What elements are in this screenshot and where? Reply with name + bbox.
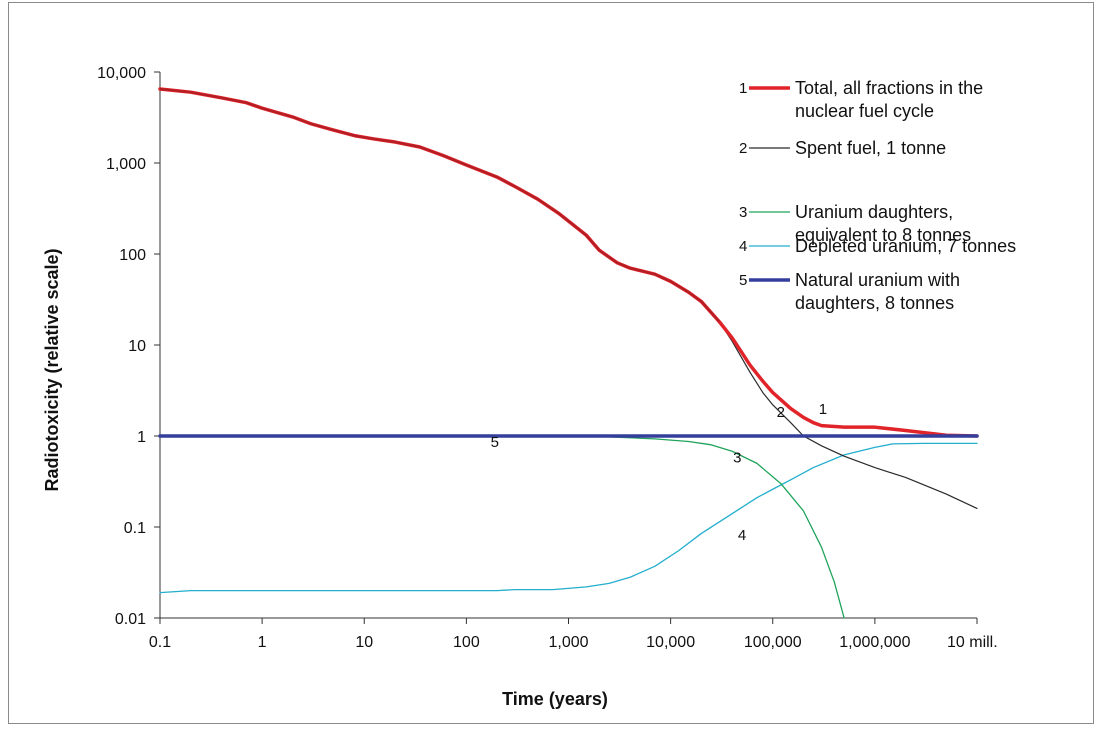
curve-label-3: 3	[733, 450, 741, 467]
legend-label-3: Uranium daughters,	[795, 202, 953, 222]
curve-label-4: 4	[738, 527, 746, 544]
curve-label-5: 5	[491, 434, 499, 451]
x-tick-label: 0.1	[149, 634, 171, 651]
legend-number-3: 3	[739, 204, 747, 221]
y-tick-label: 0.1	[124, 520, 146, 537]
x-tick-label: 10 mill.	[947, 634, 998, 651]
x-ticks: 0.1 1 10 100 1,000 10,000 100,000 1,000,000 10 m…	[149, 618, 998, 651]
y-tick-label: 0.01	[115, 611, 146, 628]
x-tick-label: 10,000	[646, 634, 695, 651]
y-tick-label: 100	[119, 247, 146, 264]
legend-number-2: 2	[739, 140, 747, 157]
y-axis-title: Radiotoxicity (relative scale)	[42, 248, 62, 491]
legend-label-1: Total, all fractions in the	[795, 78, 983, 98]
y-tick-label: 10	[128, 338, 146, 355]
legend-number-4: 4	[739, 238, 747, 255]
series-line-4	[159, 442, 978, 594]
legend-label-3: equivalent to 8 tonnes	[795, 225, 971, 245]
y-tick-label: 10,000	[97, 65, 146, 82]
x-tick-label: 1	[258, 634, 267, 651]
y-tick-label: 1,000	[106, 156, 146, 173]
x-tick-label: 1,000,000	[839, 634, 910, 651]
x-tick-label: 100,000	[744, 634, 802, 651]
curve-labels: 1 2 3 4 5	[491, 401, 827, 544]
y-tick-label: 1	[137, 429, 146, 446]
series-lines	[158, 87, 979, 619]
series-line-1-overlap	[159, 88, 721, 323]
x-tick-label: 1,000	[548, 634, 588, 651]
y-ticks: 0.01 0.1 1 10 100 1,000 10,000	[97, 65, 160, 628]
x-tick-label: 100	[453, 634, 480, 651]
legend-number-5: 5	[739, 272, 747, 289]
legend: 1 Total, all fractions in the nuclear fuel…	[739, 78, 1016, 313]
legend-label-5: daughters, 8 tonnes	[795, 293, 954, 313]
legend-label-1: nuclear fuel cycle	[795, 101, 934, 121]
series-line-3	[585, 435, 845, 619]
x-axis-title: Time (years)	[502, 689, 608, 709]
legend-label-5: Natural uranium with	[795, 270, 960, 290]
x-tick-label: 10	[355, 634, 373, 651]
legend-number-1: 1	[739, 80, 747, 97]
curve-label-1: 1	[819, 401, 827, 418]
chart-frame	[8, 2, 1094, 724]
curve-label-2: 2	[777, 404, 785, 421]
legend-label-2: Spent fuel, 1 tonne	[795, 138, 946, 158]
legend-label-4: Depleted uranium, 7 tonnes	[795, 236, 1016, 256]
